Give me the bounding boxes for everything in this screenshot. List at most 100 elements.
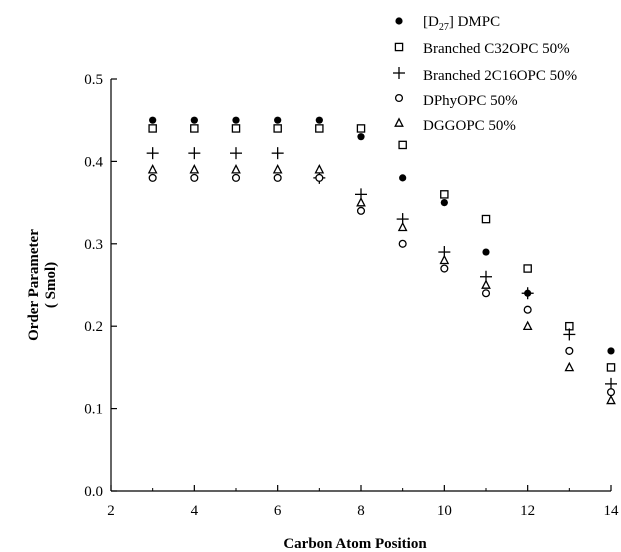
y-axis-title-line1: Order Parameter xyxy=(26,229,42,341)
legend-label-dggopc: DGGOPC 50% xyxy=(423,118,516,134)
legend-item-branched-c32opc: Branched C32OPC 50% xyxy=(394,41,570,57)
data-point-open-circle xyxy=(315,173,324,182)
legend-label-branched-2c16opc: Branched 2C16OPC 50% xyxy=(423,68,577,84)
data-point-plus xyxy=(271,147,284,160)
data-point-open-circle xyxy=(273,173,282,182)
data-point-open-triangle xyxy=(147,164,158,174)
data-point-open-circle xyxy=(440,264,449,273)
series-3 xyxy=(148,173,616,397)
data-point-filled-circle xyxy=(607,347,615,355)
legend: [D27] DMPC Branched C32OPC 50% Branched … xyxy=(393,14,577,134)
data-point-filled-circle xyxy=(399,174,407,182)
legend-marker-open-square xyxy=(394,42,404,52)
data-point-open-circle xyxy=(481,289,491,298)
series-2 xyxy=(146,147,617,390)
data-point-filled-circle xyxy=(232,116,240,124)
legend-label-d27-dmpc: [D27] DMPC xyxy=(423,14,500,33)
legend-marker-shape xyxy=(393,67,405,79)
y-tick-label: 0.2 xyxy=(84,319,103,335)
x-ticks: 2 4 6 8 10 12 14 xyxy=(107,485,619,519)
data-point-open-circle xyxy=(565,346,574,355)
x-tick-label: 10 xyxy=(437,503,452,519)
data-point-open-square xyxy=(481,214,491,224)
data-point-plus xyxy=(188,147,201,160)
data-point-plus xyxy=(230,147,242,160)
data-point-open-circle xyxy=(231,173,241,182)
data-point-filled-circle xyxy=(315,116,323,124)
data-point-open-square xyxy=(315,124,324,133)
data-point-open-triangle xyxy=(564,361,575,372)
legend-marker-shape xyxy=(394,42,404,52)
data-point-open-triangle xyxy=(481,279,491,289)
y-tick-label: 0.3 xyxy=(84,237,103,253)
legend-marker-shape xyxy=(394,93,404,103)
x-tick-label: 8 xyxy=(357,503,365,519)
data-points xyxy=(146,116,617,405)
x-tick-label: 6 xyxy=(274,503,282,519)
data-point-filled-circle xyxy=(482,248,490,256)
data-point-open-circle xyxy=(356,206,366,215)
data-point-filled-circle xyxy=(149,116,157,124)
y-tick-label: 0.0 xyxy=(84,484,103,500)
data-point-open-triangle xyxy=(606,394,616,405)
y-ticks: 0.0 0.1 0.2 0.3 0.4 0.5 xyxy=(84,72,117,500)
data-point-filled-circle xyxy=(190,116,198,124)
legend-marker-plus xyxy=(393,67,405,79)
data-point-filled-circle xyxy=(440,199,448,207)
data-point-open-circle xyxy=(523,305,532,314)
x-tick-label: 4 xyxy=(191,503,199,519)
y-tick-label: 0.1 xyxy=(84,402,103,418)
x-tick-label: 12 xyxy=(520,503,535,519)
y-tick-label: 0.4 xyxy=(84,154,103,170)
data-point-open-triangle xyxy=(314,164,325,174)
legend-marker-filled-circle xyxy=(395,17,403,25)
axes xyxy=(110,79,611,492)
series-4 xyxy=(147,164,616,405)
data-point-open-square xyxy=(523,264,532,273)
data-point-open-square xyxy=(190,124,199,133)
legend-item-dphyopc: DPhyOPC 50% xyxy=(394,93,518,109)
data-point-open-square xyxy=(440,190,449,199)
x-axis-title: Carbon Atom Position xyxy=(283,536,427,552)
data-point-plus xyxy=(521,287,534,300)
data-point-open-triangle xyxy=(356,196,366,207)
legend-marker-open-triangle xyxy=(394,117,404,127)
legend-marker-shape xyxy=(395,17,403,25)
data-point-open-triangle xyxy=(439,254,450,265)
y-axis-title-line2: ( Smol) xyxy=(43,262,59,308)
data-point-open-triangle xyxy=(189,164,200,174)
x-tick-label: 2 xyxy=(107,503,115,519)
data-point-open-triangle xyxy=(231,164,241,174)
y-axis-title: Order Parameter ( Smol) xyxy=(26,229,59,341)
data-point-open-square xyxy=(398,140,407,150)
legend-item-branched-2c16opc: Branched 2C16OPC 50% xyxy=(393,67,577,84)
legend-item-d27-dmpc: [D27] DMPC xyxy=(395,14,500,33)
data-point-open-circle xyxy=(190,173,199,182)
data-point-filled-circle xyxy=(274,116,282,124)
data-point-open-circle xyxy=(148,173,157,182)
legend-label-subscript: 27 xyxy=(439,22,449,33)
x-tick-label: 14 xyxy=(604,503,620,519)
data-point-open-triangle xyxy=(522,320,533,331)
legend-marker-shape xyxy=(394,117,404,127)
data-point-open-circle xyxy=(606,388,616,397)
legend-marker-open-circle xyxy=(394,93,404,103)
data-point-open-triangle xyxy=(397,221,408,232)
data-point-open-circle xyxy=(398,239,407,248)
y-tick-label: 0.5 xyxy=(84,72,103,88)
legend-label-branched-c32opc: Branched C32OPC 50% xyxy=(423,41,570,57)
legend-label-dphyopc: DPhyOPC 50% xyxy=(423,93,518,109)
data-point-plus xyxy=(605,377,617,390)
data-point-open-square xyxy=(606,363,616,372)
series-1 xyxy=(148,124,616,372)
data-point-open-triangle xyxy=(272,164,283,174)
data-point-open-square xyxy=(356,124,366,133)
legend-item-dggopc: DGGOPC 50% xyxy=(394,117,516,134)
data-point-open-square xyxy=(148,124,157,133)
data-point-plus xyxy=(146,147,159,160)
data-point-filled-circle xyxy=(357,133,365,141)
series-0 xyxy=(149,116,615,355)
data-point-plus xyxy=(563,328,576,341)
data-point-open-square xyxy=(273,124,282,133)
